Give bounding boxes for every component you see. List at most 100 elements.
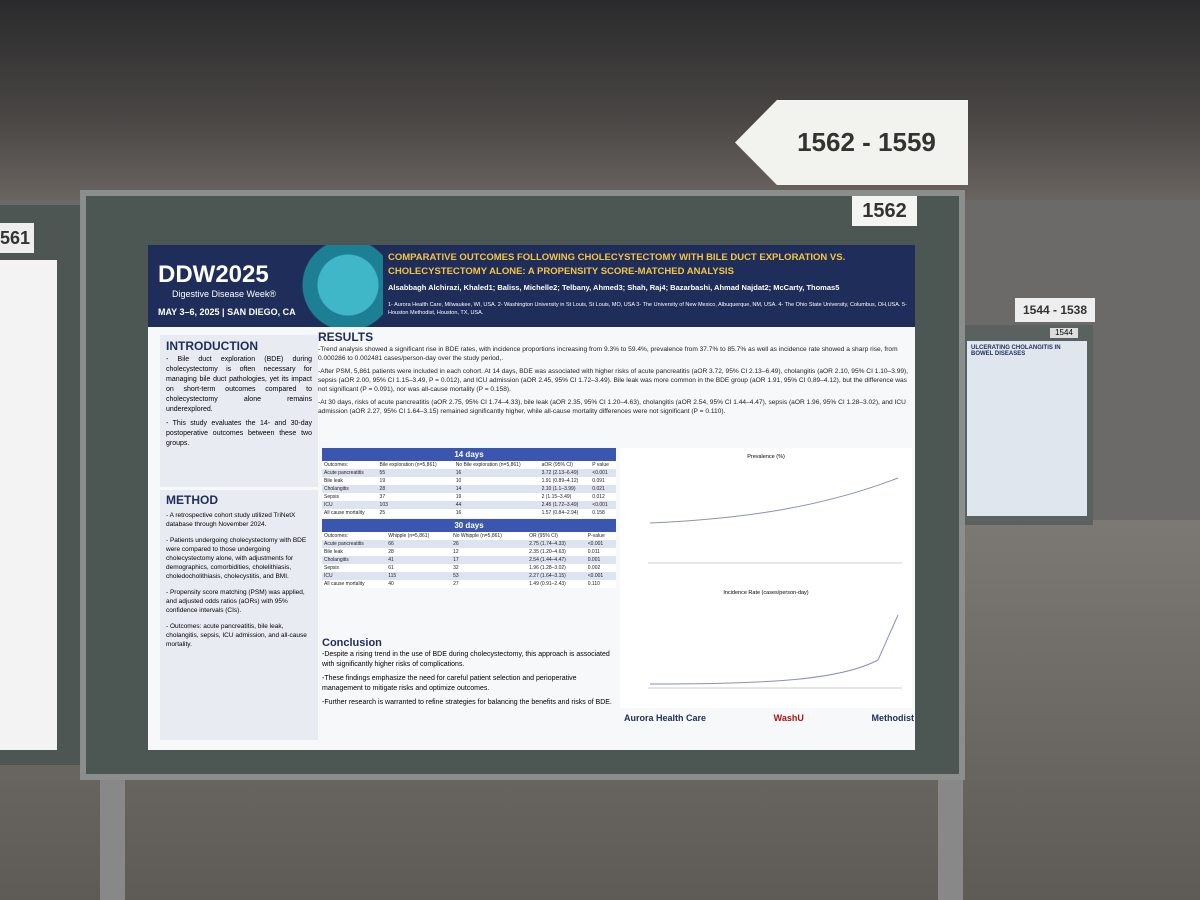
chart-title: Prevalence (%) (747, 454, 785, 460)
authors: Alsabbagh Alchirazi, Khaled1; Baliss, Mi… (388, 283, 840, 292)
logos: Aurora Health Care WashU Methodist (624, 713, 914, 723)
cell: 28 (379, 486, 386, 492)
table-header: Outcomes: Whipple (n=5,861) No Whipple (n=… (322, 532, 616, 540)
header-cell: Outcomes: (324, 533, 349, 539)
header-cell: OR (95% CI) (529, 533, 558, 539)
chart-frame (648, 477, 902, 564)
cell: 44 (455, 502, 462, 508)
paragraph: - This study evaluates the 14- and 30-da… (166, 420, 312, 447)
cell: ICU (324, 573, 333, 579)
paragraph: - Bile duct exploration (BDE) during cho… (166, 356, 312, 413)
cell: 37 (379, 494, 386, 500)
table-caption: 14 days (322, 448, 616, 461)
cell: 41 (388, 557, 394, 563)
section: Conclusion -Despite a rising trend in th… (322, 638, 616, 712)
cell: Acute pancreatitis (324, 541, 364, 547)
paragraph: - Outcomes: acute pancreatitis, bile lea… (166, 623, 307, 648)
section-heading: METHOD (166, 493, 218, 507)
poster-title: ULCERATING CHOLANGITIS IN BOWEL DISEASES (971, 345, 1061, 357)
paragraph: -After PSM, 5,861 patients were included… (318, 368, 909, 393)
cell: <0.001 (587, 541, 604, 547)
cell: Bile leak (324, 478, 343, 484)
board: 1544 ULCERATING CHOLANGITIS IN BOWEL DIS… (965, 325, 1093, 525)
cell: 10 (455, 478, 462, 484)
cell: Acute pancreatitis (324, 470, 364, 476)
cell: 103 (379, 502, 388, 508)
header-cell: P value (592, 462, 609, 468)
cell: 32 (453, 565, 459, 571)
cell: 55 (379, 470, 386, 476)
cell: ICU (324, 502, 333, 508)
table-row: Sepsis 61 32 1.96 (1.28–3.02) 0.002 (322, 564, 616, 572)
cell: 1.57 (0.84–2.94) (541, 510, 579, 516)
cell: All cause mortality (324, 510, 365, 516)
cell: 2 (1.15–3.49) (541, 494, 572, 500)
cell: 14 (455, 486, 462, 492)
logo: WashU (773, 713, 804, 723)
cell: <0.001 (587, 573, 604, 579)
board-number: 1544 (1050, 328, 1078, 338)
header-cell: Outcomes: (324, 462, 349, 468)
header-cell: Bile exploration (n=5,861) (379, 462, 437, 468)
cell: 2.35 (1.20–4.63) (529, 549, 566, 555)
section-heading: Conclusion (322, 637, 382, 649)
cell: 0.001 (587, 557, 601, 563)
cell: 3.72 (2.13–6.49) (541, 470, 579, 476)
paragraph: -At 30 days, risks of acute pancreatitis… (318, 399, 906, 415)
cell: 17 (453, 557, 459, 563)
cell: 25 (379, 510, 386, 516)
cell: 0.012 (592, 494, 605, 500)
table: Outcomes: Whipple (n=5,861) No Whipple (n=… (322, 532, 616, 588)
chart-title: Incidence Rate (cases/person-day) (723, 590, 809, 596)
aisle-sign: 1544 - 1538 (1015, 298, 1095, 322)
cell: 53 (453, 573, 459, 579)
cell: 0.110 (587, 581, 600, 587)
table-row: Sepsis 37 19 2 (1.15–3.49) 0.012 (322, 493, 616, 501)
section-heading: RESULTS (318, 330, 374, 344)
header-cell: No Bile exploration (n=5,861) (455, 462, 521, 468)
paragraph: -Further research is warranted to refine… (322, 699, 612, 706)
ceiling (0, 0, 1200, 200)
paragraph: - Patients undergoing cholecystectomy wi… (166, 537, 307, 580)
cell: Cholangitis (324, 486, 349, 492)
cell: <0.001 (592, 470, 608, 476)
poster-title: COMPARATIVE OUTCOMES FOLLOWING CHOLECYST… (388, 252, 846, 277)
cell: 1.49 (0.91–2.43) (529, 581, 566, 587)
section: RESULTS -Trend analysis showed a signifi… (318, 330, 910, 420)
section-heading: INTRODUCTION (166, 339, 258, 353)
aisle-sign: 1562 - 1559 (735, 100, 968, 185)
cell: 2.75 (1.74–4.33) (529, 541, 566, 547)
cell: Sepsis (324, 494, 340, 500)
poster: ULCERATING CHOLANGITIS IN BOWEL DISEASES (967, 341, 1087, 516)
cell: 40 (388, 581, 394, 587)
leg (100, 770, 125, 900)
cell: 19 (379, 478, 386, 484)
cell: 0.002 (587, 565, 601, 571)
cell: 1.91 (0.89–4.12) (541, 478, 579, 484)
cell: 0.011 (587, 549, 600, 555)
cell: 1.96 (1.28–3.02) (529, 565, 566, 571)
table-row: ICU 103 44 2.45 (1.72–3.49) <0.001 (322, 501, 616, 509)
header-cell: No Whipple (n=5,861) (453, 533, 502, 539)
cell: Sepsis (324, 565, 340, 571)
table: Outcomes: Bile exploration (n=5,861) No Bi… (322, 461, 616, 517)
cell: 19 (455, 494, 462, 500)
cell: <0.001 (592, 502, 608, 508)
table-header: Outcomes: Bile exploration (n=5,861) No Bi… (322, 461, 616, 469)
leg (938, 770, 963, 900)
table-row: Acute pancreatitis 66 26 2.75 (1.74–4.33) <0… (322, 540, 616, 548)
affiliations: 1- Aurora Health Care, Milwaukee, WI, US… (388, 302, 907, 316)
table-row: Acute pancreatitis 55 16 3.72 (2.13–6.49) <0… (322, 469, 616, 477)
tables: 14 days Outcomes: Bile exploration (n=5,86… (322, 448, 616, 590)
cell: Bile leak (324, 549, 343, 555)
cell: 2.45 (1.72–3.49) (541, 502, 579, 508)
table-row: All cause mortality 40 27 1.49 (0.91–2.43) 0… (322, 580, 616, 588)
cell: 2.10 (1.1–3.99) (541, 486, 576, 492)
cell: 26 (453, 541, 459, 547)
charts: Prevalence (%) Incidence Rate (cases/per… (620, 448, 912, 708)
cell: 2.27 (1.64–3.15) (529, 573, 566, 579)
cell: 27 (453, 581, 459, 587)
table-row: All cause mortality 25 16 1.57 (0.84–2.94) 0… (322, 509, 616, 517)
logo-band (148, 245, 383, 327)
